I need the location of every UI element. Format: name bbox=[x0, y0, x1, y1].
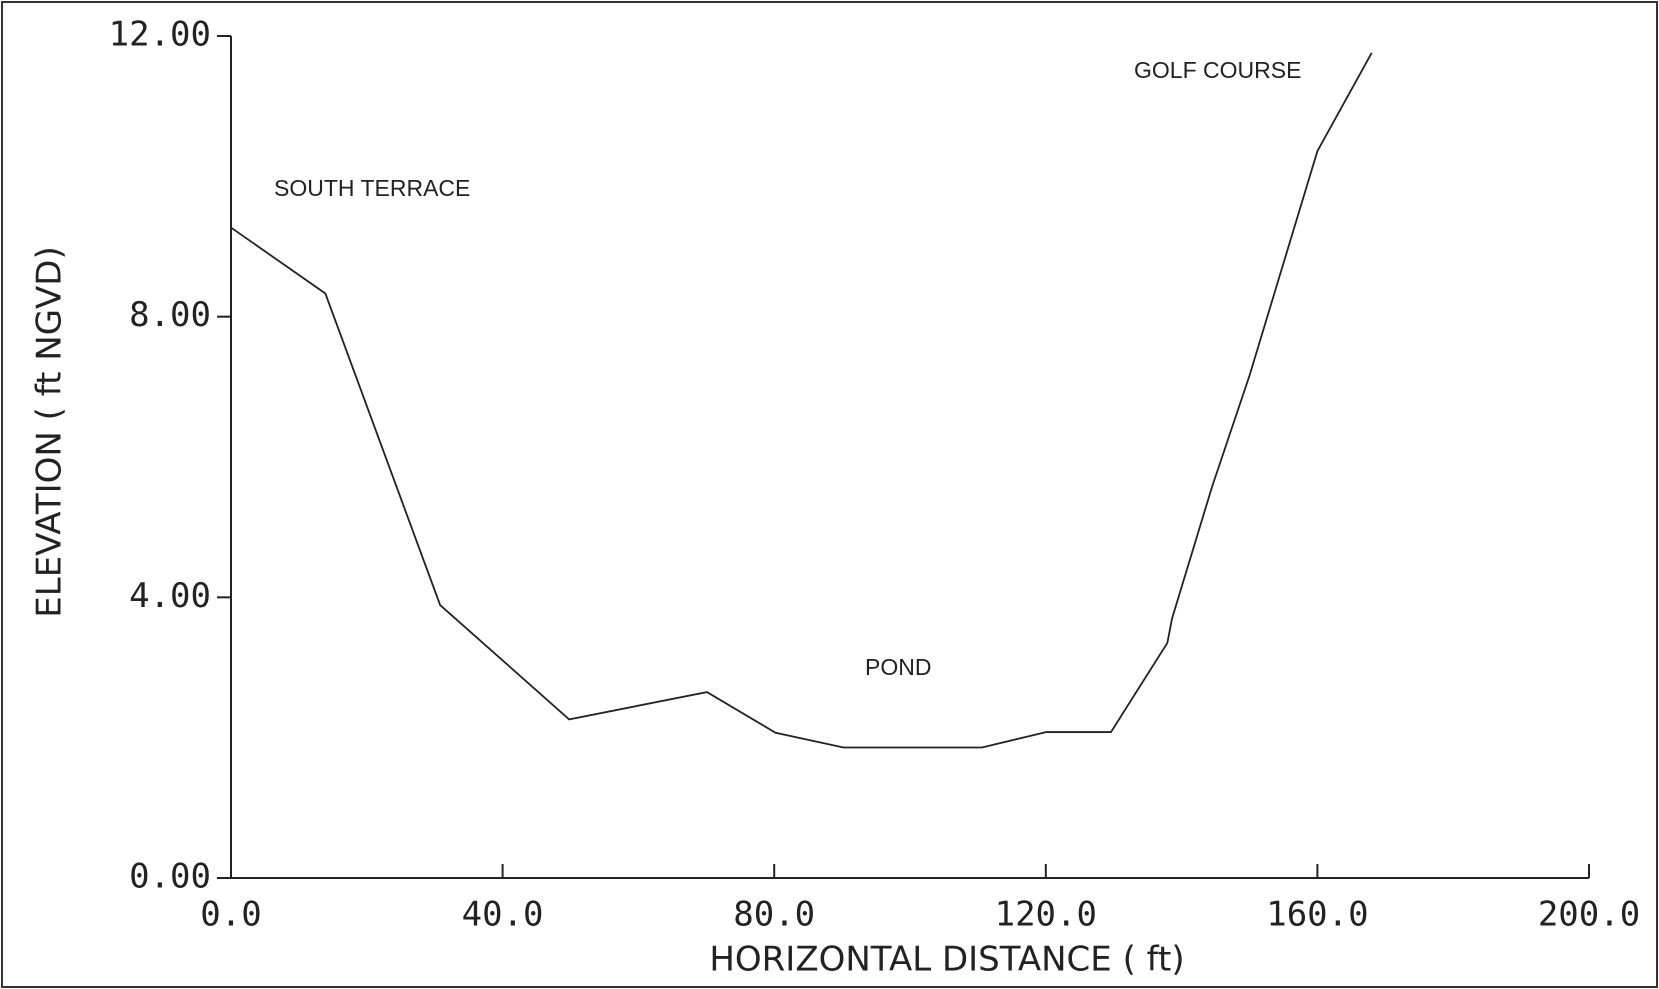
x-tick-label: 160.0 bbox=[1266, 895, 1368, 935]
x-axis-title: HORIZONTAL DISTANCE ( ft) bbox=[709, 940, 1184, 980]
annotation: POND bbox=[865, 654, 931, 680]
annotation: SOUTH TERRACE bbox=[274, 175, 470, 201]
x-tick-label: 80.0 bbox=[733, 895, 815, 935]
y-tick-label: 8.00 bbox=[129, 295, 211, 335]
x-tick-label: 0.0 bbox=[200, 895, 261, 935]
y-tick-label: 4.00 bbox=[129, 576, 211, 616]
y-tick-label: 0.00 bbox=[129, 857, 211, 897]
y-tick-label: 12.00 bbox=[109, 15, 211, 55]
x-tick-label: 200.0 bbox=[1538, 895, 1640, 935]
line bbox=[230, 52, 1373, 749]
x-tick-label: 120.0 bbox=[995, 895, 1097, 935]
annotation: GOLF COURSE bbox=[1134, 57, 1301, 83]
y-axis-title: ELEVATION ( ft NGVD) bbox=[30, 246, 70, 617]
x-tick-label: 40.0 bbox=[462, 895, 544, 935]
